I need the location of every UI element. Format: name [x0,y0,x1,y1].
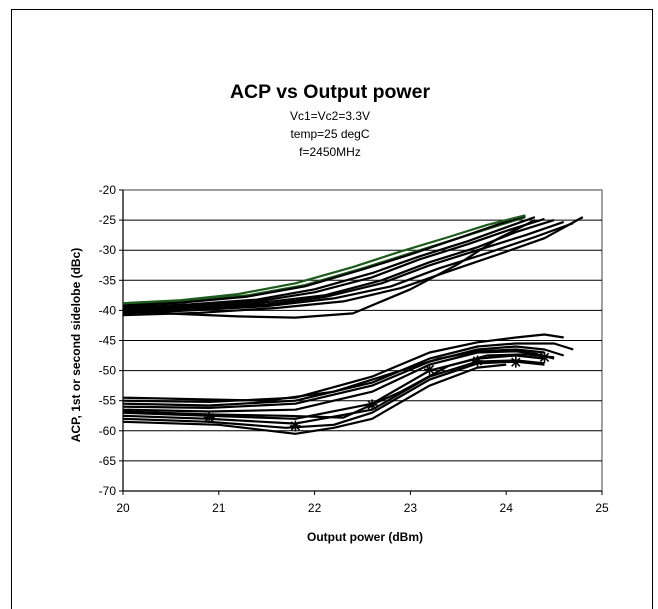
y-tick-label: -25 [99,213,117,227]
y-tick-label: -30 [99,243,117,257]
y-tick-label: -60 [99,424,117,438]
x-tick-label: 21 [212,501,226,515]
series-line-lower [122,342,574,407]
x-tick-label: 20 [116,501,130,515]
series-line-upper [122,214,526,305]
y-tick-label: -65 [99,454,117,468]
series-line-lower [122,359,545,425]
asterisk-marker [510,356,522,368]
chart-subtitle-frequency: f=2450MHz [299,145,361,159]
series-line-lower [122,353,555,419]
x-tick-label: 23 [404,501,418,515]
y-tick-label: -55 [99,394,117,408]
x-tick-label: 25 [595,501,609,515]
x-axis-label: Output power (dBm) [307,530,423,544]
chart-subtitle-temperature: temp=25 degC [290,127,370,141]
y-tick-label: -35 [99,273,117,287]
y-tick-label: -45 [99,334,117,348]
series-line-upper [122,216,536,309]
series-line-upper [122,222,574,315]
asterisk-marker [203,412,215,424]
asterisk-marker [366,399,378,411]
series-line-upper [122,220,565,314]
asterisk-marker [424,363,436,375]
series-line-lower [122,360,545,429]
y-tick-label: -40 [99,303,117,317]
y-tick-label: -20 [99,183,117,197]
asterisk-marker [471,355,483,367]
chart-subtitle-voltage: Vc1=Vc2=3.3V [289,109,371,123]
asterisk-marker [289,420,301,432]
chart-title: ACP vs Output power [229,81,431,103]
series-line-lower [122,363,507,435]
y-axis-label: ACP, 1st or second sidelobe (dBc) [69,247,83,443]
x-tick-label: 22 [308,501,322,515]
asterisk-marker [539,351,551,363]
x-tick-label: 24 [500,501,514,515]
series-line-upper [122,217,545,311]
series-line-upper [122,216,584,317]
series-line-lower [122,354,545,420]
series-line-lower [122,348,545,402]
y-tick-label: -70 [99,484,117,498]
series-line-upper [122,219,536,319]
y-tick-label: -50 [99,364,117,378]
series-line-upper [122,214,526,307]
